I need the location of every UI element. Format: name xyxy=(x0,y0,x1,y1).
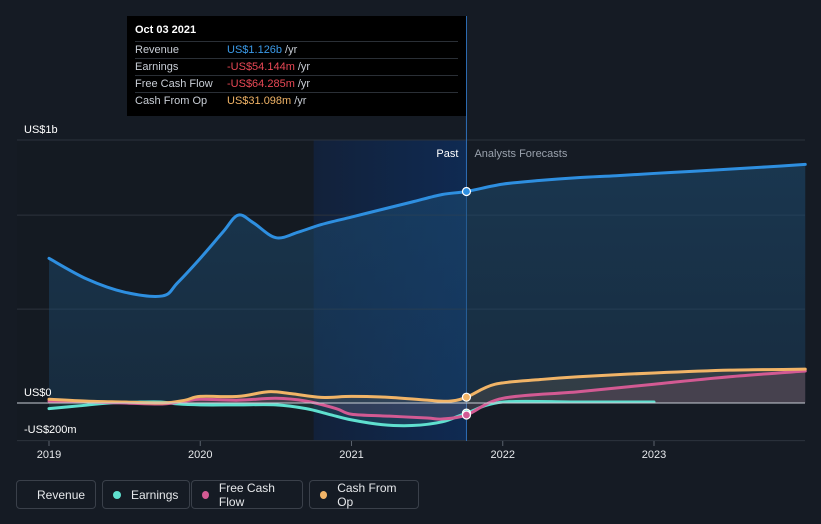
tooltip-unit: /yr xyxy=(294,95,307,107)
y-axis-top-label: US$1b xyxy=(24,124,58,136)
legend-label: Cash From Op xyxy=(337,480,397,509)
legend-item-cash-from-op[interactable]: Cash From Op xyxy=(309,480,419,509)
tooltip-label: Earnings xyxy=(135,61,179,73)
data-tooltip: Oct 03 2021 Revenue US$1.126b /yr Earnin… xyxy=(127,16,466,116)
cash-from-op-marker xyxy=(461,392,472,402)
earnings-dot-icon xyxy=(113,490,121,499)
free-cash-flow-area xyxy=(49,371,806,420)
legend-item-free-cash-flow[interactable]: Free Cash Flow xyxy=(191,480,303,509)
past-label: Past xyxy=(436,148,458,160)
tooltip-label: Free Cash Flow xyxy=(135,78,213,90)
tooltip-value: US$31.098m xyxy=(227,95,292,107)
y-axis-zero-label: US$0 xyxy=(24,387,52,399)
legend-item-earnings[interactable]: Earnings xyxy=(102,480,190,509)
y-axis-bottom-label: -US$200m xyxy=(24,424,77,436)
revenue-line xyxy=(47,162,807,298)
tooltip-unit: /yr xyxy=(297,61,311,73)
tooltip-unit: /yr xyxy=(285,44,298,56)
free-cash-flow-marker xyxy=(461,410,472,420)
tooltip-date: Oct 03 2021 xyxy=(135,24,458,42)
x-tick-label: 2019 xyxy=(37,449,61,461)
cash-from-op-line xyxy=(47,367,807,405)
free-cash-flow-dot-icon xyxy=(202,490,209,499)
legend-label: Earnings xyxy=(131,487,179,502)
cash-from-op-area xyxy=(49,369,806,404)
tooltip-value: -US$64.285m xyxy=(227,78,295,90)
tooltip-value: US$1.126b xyxy=(227,44,283,56)
tooltip-row-revenue: Revenue US$1.126b /yr xyxy=(135,42,458,59)
tooltip-row-free-cash-flow: Free Cash Flow -US$64.285m /yr xyxy=(135,76,458,93)
tooltip-row-cash-from-op: Cash From Op US$31.098m /yr xyxy=(135,93,458,109)
revenue-marker xyxy=(461,186,472,197)
tooltip-row-earnings: Earnings -US$54.144m /yr xyxy=(135,59,458,76)
revenue-area xyxy=(49,164,806,403)
legend-label: Free Cash Flow xyxy=(218,480,275,509)
forecast-label: Analysts Forecasts xyxy=(474,148,567,160)
legend-item-revenue[interactable]: Revenue xyxy=(16,480,96,509)
tooltip-label: Cash From Op xyxy=(135,95,208,107)
tooltip-value: -US$54.144m xyxy=(227,61,295,73)
tooltip-unit: /yr xyxy=(297,78,311,90)
legend-label: Revenue xyxy=(37,487,86,502)
x-tick-label: 2021 xyxy=(339,449,363,461)
x-tick-label: 2023 xyxy=(642,449,666,461)
tooltip-label: Revenue xyxy=(135,44,180,56)
x-tick-label: 2022 xyxy=(491,449,515,461)
x-tick-label: 2020 xyxy=(188,449,212,461)
cash-from-op-dot-icon xyxy=(320,490,328,499)
